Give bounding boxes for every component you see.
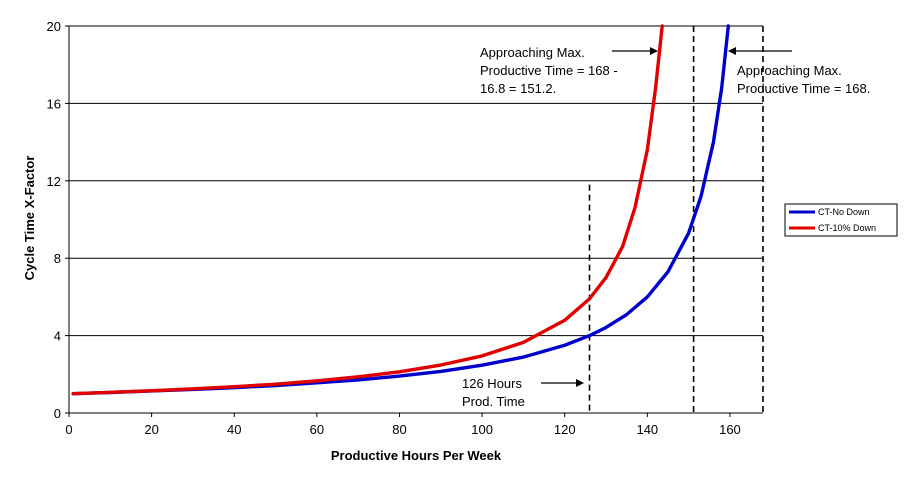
x-tick-label-160: 160 bbox=[719, 422, 741, 437]
y-tick-label-8: 8 bbox=[54, 251, 61, 266]
plot-frame bbox=[65, 25, 763, 417]
grid-lines bbox=[69, 25, 763, 337]
x-tick-label-0: 0 bbox=[65, 422, 72, 437]
annotation-left-top-line-2: Productive Time = 168 - bbox=[480, 63, 618, 78]
x-tick-label-40: 40 bbox=[227, 422, 241, 437]
legend-label-no-down: CT-No Down bbox=[818, 207, 870, 217]
annotation-bottom-line-1: 126 Hours bbox=[462, 376, 522, 391]
series-lines bbox=[71, 24, 730, 396]
legend: CT-No Down CT-10% Down bbox=[784, 203, 898, 237]
annotation-right-top-line-1: Approaching Max. bbox=[737, 63, 842, 78]
annotation-left-top: Approaching Max. Productive Time = 168 -… bbox=[480, 45, 658, 96]
y-tick-label-20: 20 bbox=[47, 19, 61, 34]
annotation-right-top-line-2: Productive Time = 168. bbox=[737, 81, 870, 96]
y-tick-label-12: 12 bbox=[47, 174, 61, 189]
annotation-left-top-line-1: Approaching Max. bbox=[480, 45, 585, 60]
series-line-10pct-down bbox=[71, 24, 664, 396]
x-tick-label-80: 80 bbox=[392, 422, 406, 437]
y-axis-title: Cycle Time X-Factor bbox=[22, 156, 37, 281]
x-tick-label-100: 100 bbox=[471, 422, 493, 437]
x-tick-label-120: 120 bbox=[554, 422, 576, 437]
tick-labels: 0 4 8 12 16 20 0 20 40 60 80 100 120 140 160 bbox=[47, 19, 741, 437]
x-axis-title: Productive Hours Per Week bbox=[331, 448, 502, 463]
x-tick-label-20: 20 bbox=[144, 422, 158, 437]
x-tick-label-60: 60 bbox=[310, 422, 324, 437]
annotation-left-top-line-3: 16.8 = 151.2. bbox=[480, 81, 556, 96]
y-tick-label-16: 16 bbox=[47, 96, 61, 111]
annotation-bottom: 126 Hours Prod. Time bbox=[462, 376, 584, 409]
annotation-right-top: Approaching Max. Productive Time = 168. bbox=[728, 47, 870, 96]
y-tick-label-4: 4 bbox=[54, 329, 61, 344]
annotation-bottom-line-2: Prod. Time bbox=[462, 394, 525, 409]
x-tick-label-140: 140 bbox=[636, 422, 658, 437]
y-tick-label-0: 0 bbox=[54, 406, 61, 421]
legend-label-10pct-down: CT-10% Down bbox=[818, 223, 876, 233]
legend-box bbox=[784, 203, 898, 237]
series-line-no-down bbox=[71, 24, 730, 396]
